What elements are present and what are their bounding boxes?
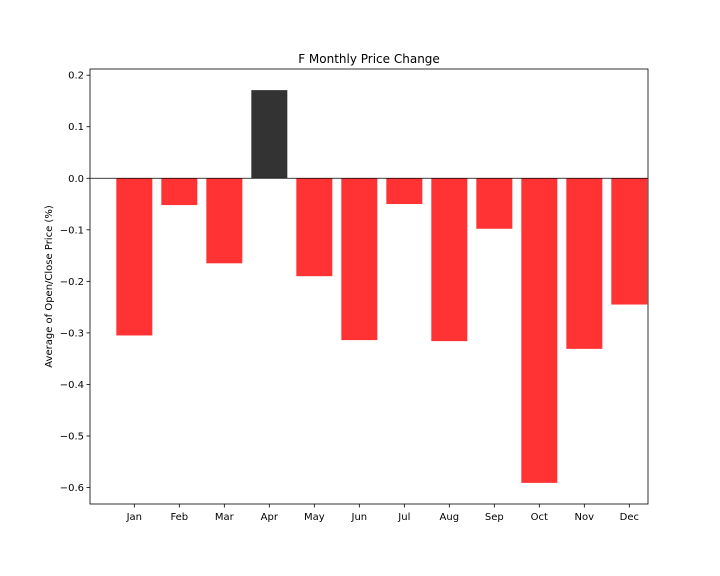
y-tick-label: 0.1 xyxy=(68,122,84,133)
bar-apr xyxy=(251,90,288,179)
y-tick-label: −0.2 xyxy=(60,277,84,288)
y-tick-label: 0.0 xyxy=(68,174,84,185)
y-tick-label: −0.5 xyxy=(60,431,84,442)
bar-jul xyxy=(386,178,423,205)
y-axis: 0.2 0.1 0.0 −0.1 −0.2 −0.3 −0.4 −0.5 −0.6 xyxy=(60,71,90,494)
bar-may xyxy=(296,178,333,277)
x-tick-label: Mar xyxy=(215,512,235,523)
bar-mar xyxy=(206,178,243,264)
plot-frame xyxy=(89,68,649,505)
x-tick-label: Sep xyxy=(485,512,504,523)
x-tick-label: Nov xyxy=(575,512,595,523)
y-tick-label: −0.6 xyxy=(60,483,84,494)
x-tick-label: Jun xyxy=(351,512,368,523)
y-axis-label: Average of Open/Close Price (%) xyxy=(44,205,55,368)
bars-layer xyxy=(116,90,648,483)
x-tick-label: Apr xyxy=(261,512,279,523)
x-tick-label: Jul xyxy=(397,512,410,523)
x-axis: Jan Feb Mar Apr May Jun Jul Aug Sep Oct Nov Dec xyxy=(126,504,639,523)
y-tick-label: −0.3 xyxy=(60,328,84,339)
chart-title: F Monthly Price Change xyxy=(298,52,440,66)
x-tick-label: Dec xyxy=(620,512,639,523)
y-tick-label: −0.4 xyxy=(60,380,84,391)
x-tick-label: Jan xyxy=(126,512,142,523)
x-tick-label: Aug xyxy=(440,512,460,523)
bar-nov xyxy=(566,178,603,349)
bar-feb xyxy=(161,178,198,206)
bar-dec xyxy=(611,178,648,305)
bar-jan xyxy=(116,178,153,336)
y-tick-label: 0.2 xyxy=(68,71,84,82)
x-tick-label: Oct xyxy=(531,512,548,523)
y-tick-label: −0.1 xyxy=(60,225,84,236)
x-tick-label: Feb xyxy=(170,512,188,523)
bar-jun xyxy=(341,178,378,341)
x-tick-label: May xyxy=(304,512,325,523)
bar-aug xyxy=(431,178,468,342)
bar-oct xyxy=(521,178,558,483)
bar-sep xyxy=(476,178,513,229)
